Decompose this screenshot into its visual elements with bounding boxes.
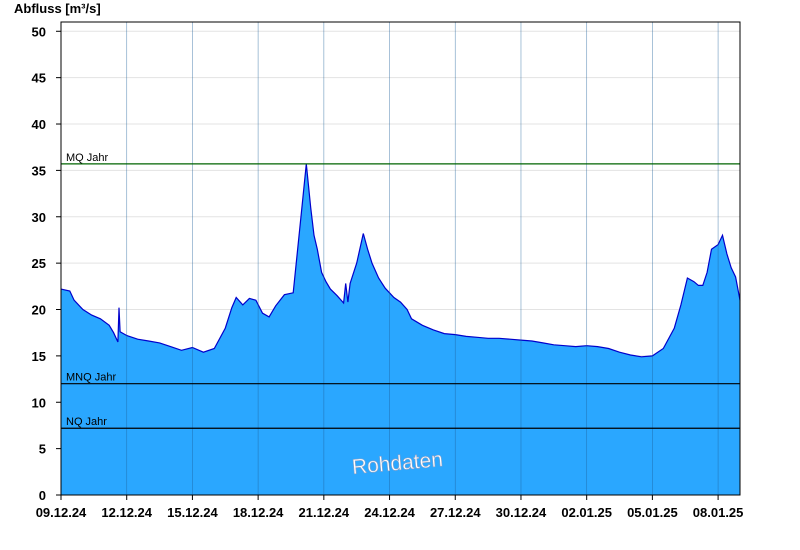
y-tick-label: 0	[39, 488, 46, 503]
x-tick-label: 27.12.24	[430, 505, 481, 520]
x-tick-label: 18.12.24	[233, 505, 284, 520]
y-tick-label: 35	[32, 163, 46, 178]
y-tick-label: 30	[32, 210, 46, 225]
x-tick-label: 09.12.24	[36, 505, 87, 520]
x-tick-label: 24.12.24	[364, 505, 415, 520]
x-tick-label: 08.01.25	[693, 505, 744, 520]
discharge-line	[60, 163, 741, 358]
y-tick-label: 25	[32, 256, 46, 271]
y-tick-label: 10	[32, 395, 46, 410]
y-axis-label: Abfluss [m³/s]	[14, 1, 101, 16]
y-tick-label: 40	[32, 117, 46, 132]
x-axis-ticks: 09.12.24 12.12.24 15.12.24 18.12.24 21.12.24…	[36, 495, 744, 520]
y-tick-label: 20	[32, 303, 46, 318]
reference-lines: MQ Jahr MNQ Jahr NQ Jahr	[61, 152, 740, 429]
x-tick-label: 05.01.25	[627, 505, 678, 520]
reference-line-label: MNQ Jahr	[66, 372, 116, 384]
y-axis-ticks: 0 5 10 15 20 25 30 35 40 45 50	[32, 24, 61, 503]
discharge-area	[61, 163, 740, 495]
y-tick-label: 50	[32, 24, 46, 39]
x-tick-label: 15.12.24	[167, 505, 218, 520]
x-tick-label: 12.12.24	[101, 505, 152, 520]
x-tick-label: 02.01.25	[561, 505, 612, 520]
reference-line-label: NQ Jahr	[66, 416, 107, 428]
y-tick-label: 5	[39, 442, 46, 457]
day-gridlines	[126, 22, 719, 495]
x-tick-label: 30.12.24	[496, 505, 547, 520]
y-tick-label: 15	[32, 349, 46, 364]
x-tick-label: 21.12.24	[299, 505, 350, 520]
plot-frame	[60, 21, 741, 496]
y-tick-label: 45	[32, 71, 46, 86]
reference-line-label: MQ Jahr	[66, 152, 109, 164]
